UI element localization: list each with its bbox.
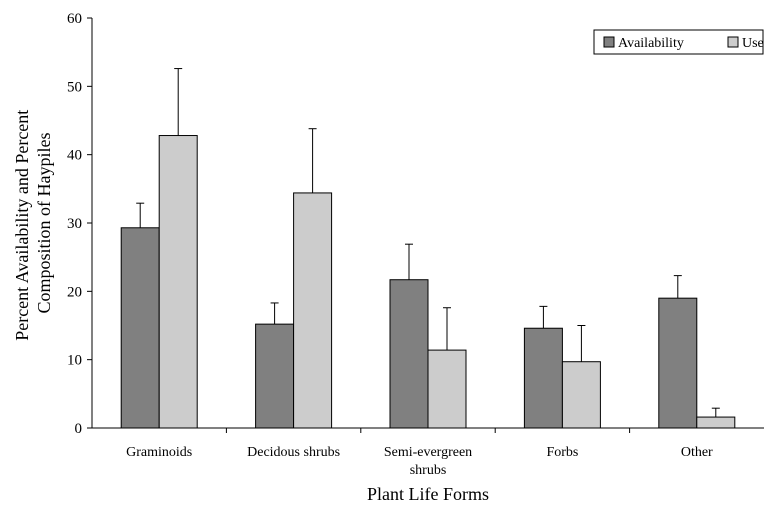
bar-use xyxy=(427,349,467,429)
y-axis-title: Percent Availability and Percent Composi… xyxy=(12,105,54,341)
bar-use xyxy=(293,192,333,429)
bar-use xyxy=(696,416,736,429)
y-tick-label: 20 xyxy=(67,284,82,300)
bar-availability xyxy=(255,323,295,429)
legend-swatch-use xyxy=(727,36,739,48)
legend-label-use: Use xyxy=(742,36,764,51)
x-tick-label: Other xyxy=(681,445,713,460)
bars xyxy=(120,135,736,429)
legend-swatch-availability xyxy=(603,36,615,48)
legend: Availability Use xyxy=(593,29,764,55)
legend-label-availability: Availability xyxy=(618,36,684,51)
bar-availability xyxy=(120,227,160,429)
y-axis-ticks: 0 10 20 30 40 50 60 xyxy=(67,11,92,437)
y-axis-title-line-2: Composition of Haypiles xyxy=(34,133,54,314)
y-tick-label: 30 xyxy=(67,216,82,232)
x-tick-label: Decidous shrubs xyxy=(247,445,340,460)
y-tick-label: 50 xyxy=(67,79,82,95)
y-tick-label: 40 xyxy=(67,148,82,164)
y-tick-label: 60 xyxy=(67,11,82,27)
x-tick-label: Forbs xyxy=(546,445,578,460)
bar-availability xyxy=(389,279,429,429)
bar-availability xyxy=(658,297,698,429)
x-axis-title: Plant Life Forms xyxy=(367,484,489,504)
y-axis-title-line-1: Percent Availability and Percent xyxy=(12,110,32,341)
x-tick-label: Graminoids xyxy=(126,445,192,460)
bar-availability xyxy=(523,327,563,429)
error-bars xyxy=(136,68,720,433)
y-tick-label: 10 xyxy=(67,353,82,369)
bar-use xyxy=(158,135,198,429)
x-axis-labels: Graminoids Decidous shrubs Semi-evergreen s… xyxy=(126,445,713,478)
bar-use xyxy=(561,361,601,429)
x-tick-label: Semi-evergreen shrubs xyxy=(384,445,472,478)
y-tick-label: 0 xyxy=(75,421,83,437)
